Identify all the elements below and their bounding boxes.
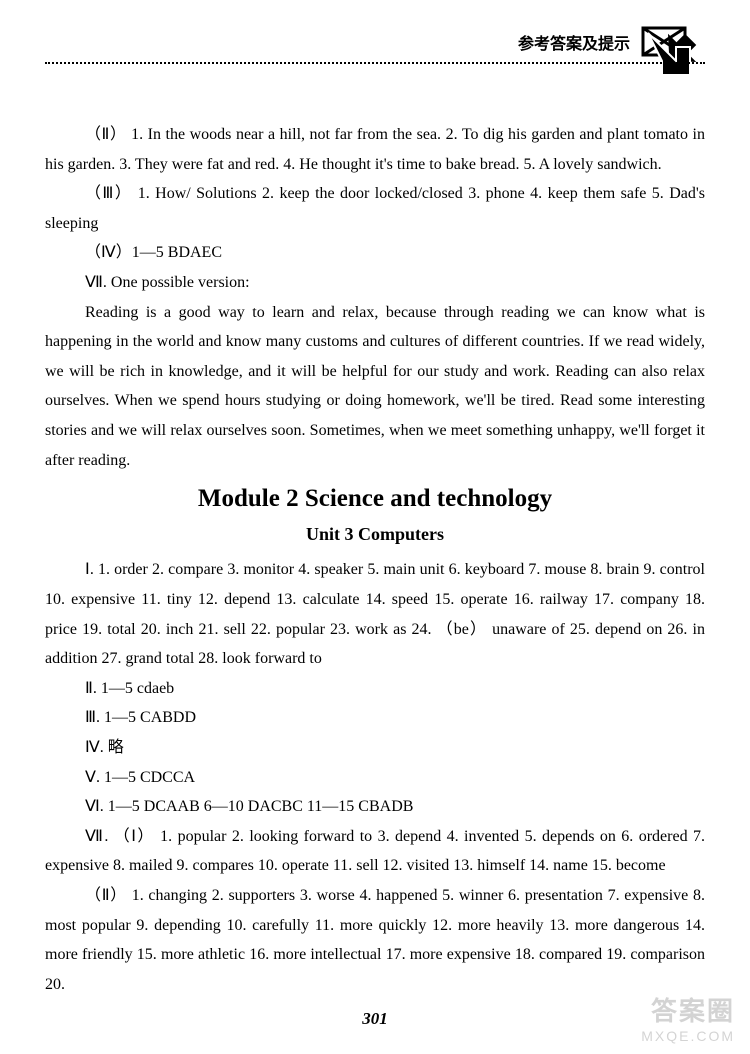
page-number: 301 (0, 1009, 750, 1029)
unit-section-7a: Ⅶ. （Ⅰ） 1. popular 2. looking forward to … (45, 822, 705, 881)
section-3: （Ⅲ） 1. How/ Solutions 2. keep the door l… (45, 179, 705, 238)
section-4: （Ⅳ）1—5 BDAEC (45, 238, 705, 268)
watermark-line-1: 答案圈 (641, 991, 735, 1028)
unit-section-1: Ⅰ. 1. order 2. compare 3. monitor 4. spe… (45, 555, 705, 673)
arrow-icon (640, 25, 700, 80)
unit-section-4: Ⅳ. 略 (45, 733, 705, 763)
section-7-label: Ⅶ. One possible version: (45, 268, 705, 298)
watermark-line-2: MXQE.COM (641, 1028, 735, 1044)
page-header: 参考答案及提示 (45, 30, 705, 90)
header-title: 参考答案及提示 (518, 30, 630, 54)
section-7-body: Reading is a good way to learn and relax… (45, 298, 705, 476)
unit-section-5: Ⅴ. 1—5 CDCCA (45, 763, 705, 793)
header-divider (45, 62, 705, 64)
unit-section-7b: （Ⅱ） 1. changing 2. supporters 3. worse 4… (45, 881, 705, 999)
content-body: （Ⅱ） 1. In the woods near a hill, not far… (45, 90, 705, 999)
watermark: 答案圈 MXQE.COM (641, 991, 735, 1044)
unit-section-2: Ⅱ. 1—5 cdaeb (45, 674, 705, 704)
module-title: Module 2 Science and technology (45, 481, 705, 516)
unit-section-3: Ⅲ. 1—5 CABDD (45, 703, 705, 733)
unit-section-6: Ⅵ. 1—5 DCAAB 6—10 DACBC 11—15 CBADB (45, 792, 705, 822)
unit-subtitle: Unit 3 Computers (45, 518, 705, 551)
section-2: （Ⅱ） 1. In the woods near a hill, not far… (45, 120, 705, 179)
